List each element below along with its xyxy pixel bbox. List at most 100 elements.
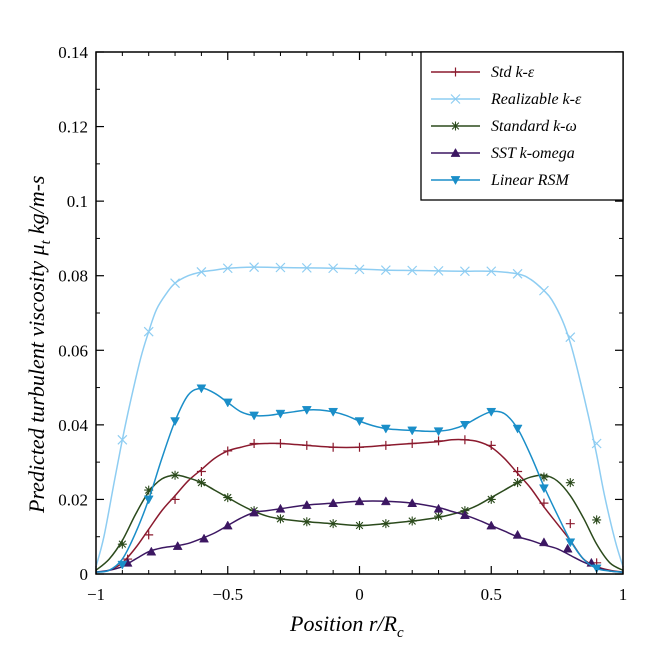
tick-layer: −1 −0.5 0 0.5 1 0 0.02 0.04 0.06 0.08 0.1 0.12 0.14	[58, 43, 627, 604]
data-point	[407, 498, 418, 508]
series-line	[95, 266, 624, 567]
y-tick-label: 0.02	[58, 490, 88, 509]
data-point	[170, 417, 180, 427]
x-axis-title-subscript: c	[397, 625, 404, 641]
data-point	[459, 421, 470, 430]
legend-marker	[450, 94, 461, 104]
data-point	[146, 546, 157, 556]
data-point	[199, 533, 209, 543]
data-point	[354, 264, 365, 275]
data-point	[486, 520, 497, 530]
legend-marker	[450, 147, 461, 157]
y-axis-title-unit: kg/m-s	[24, 176, 49, 235]
data-point	[222, 263, 233, 274]
data-point	[433, 427, 444, 437]
data-point	[275, 503, 286, 513]
data-point	[143, 326, 154, 337]
x-tick-label: 1	[619, 585, 628, 604]
data-point	[486, 407, 497, 417]
y-tick-label: 0.12	[58, 118, 88, 137]
data-point	[539, 498, 549, 508]
data-point	[301, 262, 312, 273]
data-point	[170, 470, 180, 480]
data-point	[512, 529, 523, 539]
data-point	[275, 514, 285, 524]
data-point	[513, 466, 523, 476]
data-point	[407, 265, 418, 276]
data-point	[591, 564, 602, 574]
data-point	[407, 426, 418, 436]
data-point	[328, 442, 338, 452]
legend: Std k-ε Realizable k-ε Standard k-ω SST k-o…	[420, 51, 624, 201]
data-point	[459, 266, 470, 277]
legend-label: Standard k-ω	[491, 118, 577, 135]
data-point	[117, 560, 128, 570]
data-point	[565, 519, 575, 529]
series-line	[95, 500, 624, 573]
series-1	[95, 262, 624, 567]
data-point	[355, 442, 364, 452]
legend-label: SST k-omega	[491, 145, 575, 162]
legend-marker	[451, 67, 460, 77]
data-point	[486, 440, 496, 450]
data-point	[513, 478, 523, 488]
x-tick-label: −1	[87, 585, 105, 604]
legend-marker	[450, 176, 461, 186]
y-tick-label: 0.04	[58, 416, 88, 435]
legend-label: Linear RSM	[490, 172, 570, 189]
y-tick-label: 0.14	[58, 43, 88, 62]
data-point	[170, 494, 180, 504]
data-point	[222, 520, 233, 530]
data-point	[539, 285, 549, 296]
data-point	[302, 517, 312, 527]
legend-marker	[451, 121, 460, 131]
data-point	[222, 398, 233, 408]
x-tick-label: −0.5	[212, 585, 243, 604]
data-point	[380, 265, 391, 276]
data-point	[434, 436, 444, 446]
data-point	[380, 424, 391, 434]
data-point	[249, 411, 260, 421]
data-point	[301, 500, 312, 509]
data-point	[223, 493, 233, 503]
data-point	[328, 498, 339, 508]
data-point	[143, 495, 154, 505]
data-point	[301, 406, 312, 415]
legend-item: SST k-omega	[431, 145, 575, 162]
data-point	[144, 485, 154, 495]
data-point	[433, 503, 444, 513]
data-point	[562, 543, 573, 553]
series-4	[95, 384, 624, 574]
legend-label: Std k-ε	[491, 64, 535, 81]
legend-item: Std k-ε	[431, 64, 535, 81]
x-axis-title: Position r/Rc	[289, 611, 404, 641]
data-point	[117, 539, 127, 549]
y-axis-title: Predicted turbulent viscosity μtkg/m-s	[24, 176, 54, 515]
series-2	[95, 470, 624, 571]
data-point	[592, 515, 602, 525]
data-point	[512, 424, 523, 434]
legend-item: Linear RSM	[431, 172, 570, 189]
data-point	[249, 507, 260, 517]
data-point	[539, 537, 549, 547]
legend-item: Standard k-ω	[431, 118, 577, 135]
data-point	[249, 262, 260, 273]
data-point	[380, 496, 391, 506]
data-point	[275, 262, 286, 273]
y-tick-label: 0.08	[58, 267, 88, 286]
data-point	[459, 510, 470, 519]
data-point	[486, 266, 497, 277]
data-point	[565, 332, 576, 343]
data-point	[565, 478, 575, 488]
y-tick-label: 0.1	[67, 192, 88, 211]
data-point	[381, 440, 391, 450]
data-point	[117, 434, 128, 445]
data-point	[355, 521, 364, 531]
data-point	[172, 541, 183, 550]
data-point	[381, 519, 391, 529]
data-point	[486, 494, 496, 504]
data-point	[196, 384, 207, 394]
data-point	[223, 446, 233, 456]
data-point	[196, 267, 207, 277]
